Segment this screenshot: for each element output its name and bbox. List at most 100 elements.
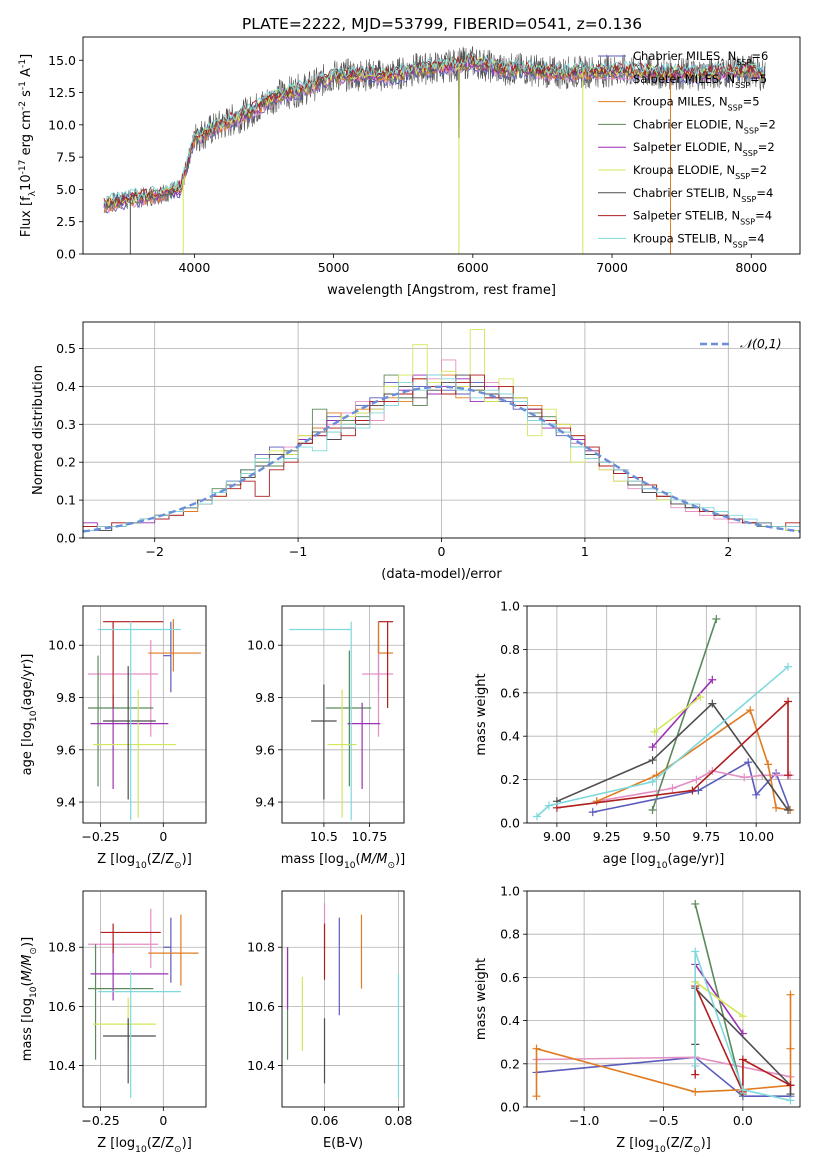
weight-line-kroupa-elodie xyxy=(654,696,701,733)
weight-line-salpeter-elodie xyxy=(651,679,713,748)
spectrum-legend: Chabrier MILES, NSSP=6 Salpeter MILES, NS… xyxy=(598,49,776,249)
errorbar-kroupa-elodie xyxy=(93,997,156,1051)
y-tick-label: 0.6 xyxy=(500,970,520,985)
y-tick-label: 10.8 xyxy=(48,940,76,955)
errorbar-salpeter-elodie xyxy=(347,702,381,790)
model-spectrum-salpeter-stelib xyxy=(103,53,765,205)
errorbar-salpeter-stelib xyxy=(100,923,161,954)
weight-line-chabrier-stelib xyxy=(556,702,789,811)
x-tick-label: 4000 xyxy=(178,260,210,275)
y-tick-label: 0.0 xyxy=(56,247,76,262)
y-tick-label: 0.5 xyxy=(56,341,76,356)
age_vs_weight-plot-area xyxy=(527,606,800,823)
x-tick-label: 0 xyxy=(438,544,446,559)
weight-marker xyxy=(688,786,697,795)
residuals-plot-area xyxy=(83,322,800,538)
weight-marker xyxy=(708,675,717,684)
weight-marker xyxy=(592,797,601,806)
y-tick-label: 10.4 xyxy=(247,1058,275,1073)
weight-marker xyxy=(650,727,659,736)
weight-marker xyxy=(738,1055,747,1064)
z_vs_age-xlabel: Z [log10(Z/Z⊙)] xyxy=(97,852,192,871)
errorbar-chabrier-elodie xyxy=(88,655,154,787)
weight-marker xyxy=(696,693,705,702)
y-tick-label: 1.0 xyxy=(500,884,520,899)
x-tick-label: 10.75 xyxy=(352,829,388,844)
x-tick-label: 9.50 xyxy=(643,829,671,844)
ebv_vs_mass-panel: 0.06 0.08 10.4 10.6 10.8 E(B-V) xyxy=(247,890,412,1151)
weight-line-kroupa-miles xyxy=(596,708,791,811)
errorbar-kroupa-elodie xyxy=(327,689,357,818)
weight-marker xyxy=(784,771,793,780)
errorbar-salpeter-elodie xyxy=(90,694,169,790)
age_vs_weight-xlabel: age [log10(age/yr)] xyxy=(603,852,725,871)
weight-line-chabrier-elodie xyxy=(651,618,718,811)
mass_vs_age-xlabel: mass [log10(M/M⊙)] xyxy=(281,852,405,871)
spectrum-ylabel: Flux [fλ10-17 erg cm-2 s-1 A-1] xyxy=(18,54,38,237)
errorbar-chabrier-stelib xyxy=(103,666,156,800)
age_vs_weight-frame xyxy=(526,605,801,824)
errorbar-salpeter-miles xyxy=(362,639,394,737)
legend-label: Chabrier ELODIE, NSSP=2 xyxy=(633,117,776,135)
weight-marker xyxy=(691,1087,700,1096)
y-tick-label: 0.4 xyxy=(500,729,520,744)
y-tick-label: 10.6 xyxy=(247,999,275,1014)
y-tick-label: 0.2 xyxy=(500,1056,520,1071)
legend-label: Chabrier MILES, NSSP=6 xyxy=(633,49,768,67)
y-tick-label: 9.8 xyxy=(56,690,76,705)
weight-marker xyxy=(648,777,657,786)
residuals-panel: −2 −1 0 1 2 0.0 0.1 0.2 0.3 0.4 0.5 𝒩(0,1) (data-mod… xyxy=(31,321,801,582)
weight-marker xyxy=(712,615,721,624)
mass_vs_age-frame xyxy=(281,605,405,824)
errorbar-chabrier-miles xyxy=(163,621,172,693)
legend-label: Kroupa STELIB, NSSP=4 xyxy=(633,231,765,249)
y-tick-label: 2.5 xyxy=(56,214,76,229)
errorbar-salpeter-stelib xyxy=(103,621,164,708)
errorbar-kroupa-miles xyxy=(377,621,394,654)
errorbar-salpeter-miles xyxy=(88,908,159,968)
figure-title: PLATE=2222, MJD=53799, FIBERID=0541, z=0… xyxy=(242,15,642,33)
y-tick-label: 5.0 xyxy=(56,182,76,197)
weight-marker xyxy=(786,1081,795,1090)
x-tick-label: −0.5 xyxy=(648,1113,678,1128)
charts-container: 4000 5000 6000 7000 80000.02.55.07.510.012.5… xyxy=(18,36,801,1155)
age_vs_weight-panel: 9.00 9.25 9.50 9.75 10.00 0.0 0.2 0.4 0.6 0.8 1.0 a… xyxy=(474,599,801,871)
errorbar-kroupa-miles xyxy=(148,914,199,986)
legend-label: Salpeter STELIB, NSSP=4 xyxy=(633,209,772,227)
weight-marker xyxy=(744,758,753,767)
z_vs_weight-xlabel: Z [log10(Z/Z⊙)] xyxy=(616,1136,711,1155)
x-tick-label: 6000 xyxy=(457,260,489,275)
residuals-frame xyxy=(82,321,801,539)
x-tick-label: −1.0 xyxy=(569,1113,599,1128)
z_vs_age-ylabel: age [log10(age/yr)] xyxy=(20,654,39,776)
weight-marker xyxy=(648,743,657,752)
errorbar-salpeter-stelib xyxy=(378,621,394,708)
weight-marker xyxy=(691,947,700,956)
x-tick-label: 10.00 xyxy=(738,829,774,844)
weight-marker xyxy=(648,805,657,814)
y-tick-label: 9.6 xyxy=(255,742,275,757)
weight-marker xyxy=(738,1012,747,1021)
x-tick-label: −2 xyxy=(145,544,163,559)
weight-marker xyxy=(752,790,761,799)
y-tick-label: 7.5 xyxy=(56,150,76,165)
weight-marker xyxy=(648,756,657,765)
weight-marker xyxy=(738,1085,747,1094)
y-tick-label: 10.0 xyxy=(48,117,76,132)
y-tick-label: 9.8 xyxy=(255,690,275,705)
legend-label: Salpeter ELODIE, NSSP=2 xyxy=(633,140,775,158)
weight-marker xyxy=(784,805,793,814)
z_vs_age-panel: −0.25 0 9.4 9.6 9.8 10.0 Z [log10(Z/Z⊙)] age [l… xyxy=(20,605,207,871)
y-tick-label: 0.2 xyxy=(500,772,520,787)
y-tick-label: 10.8 xyxy=(247,940,275,955)
weight-line-chabrier-miles xyxy=(536,1056,791,1097)
weight-line-kroupa-elodie xyxy=(694,981,744,1017)
age_vs_weight-ylabel: mass weight xyxy=(474,673,489,755)
y-tick-label: 0.0 xyxy=(56,531,76,546)
errorbar-kroupa-elodie xyxy=(93,689,176,818)
y-tick-label: 0.0 xyxy=(500,816,520,831)
residuals-ylabel: Normed distribution xyxy=(31,365,46,495)
y-tick-label: 10.0 xyxy=(247,638,275,653)
x-tick-label: 9.00 xyxy=(543,829,571,844)
